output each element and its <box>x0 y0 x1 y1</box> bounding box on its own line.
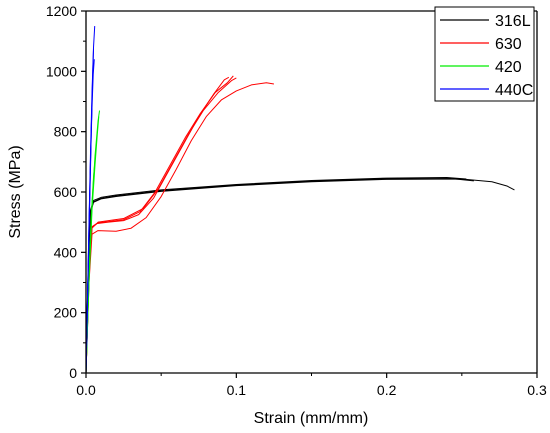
series-line-630-5 <box>85 82 274 374</box>
series-line-420-9 <box>85 160 96 374</box>
series-line-316l-0 <box>85 177 467 374</box>
x-axis-label: Strain (mm/mm) <box>254 410 369 427</box>
series-line-630-6 <box>85 75 234 374</box>
x-tick-label: 0.1 <box>227 382 247 398</box>
legend: 316L 630 420 440C <box>434 6 535 102</box>
x-tick-label: 0.0 <box>76 382 96 398</box>
series-line-316l-2 <box>85 178 515 374</box>
legend-label-440c: 440C <box>495 82 533 99</box>
series-line-420-8 <box>85 116 100 374</box>
tick-layer: 0.0 0.1 0.2 0.3 0 200 400 600 800 1000 1200 <box>46 3 547 398</box>
legend-box <box>434 6 535 102</box>
series-line-420-7 <box>85 110 101 374</box>
y-axis-label: Stress (MPa) <box>7 145 24 238</box>
legend-label-420: 420 <box>495 59 522 76</box>
series-line-630-4 <box>85 77 237 374</box>
y-tick-label: 800 <box>54 124 78 140</box>
legend-label-316l: 316L <box>495 13 531 30</box>
x-tick-label: 0.2 <box>377 382 397 398</box>
y-tick-label: 400 <box>54 244 78 260</box>
series-line-440c-13 <box>85 101 93 374</box>
series-line-630-3 <box>85 76 230 374</box>
y-tick-label: 0 <box>69 365 77 381</box>
legend-label-630: 630 <box>495 36 522 53</box>
y-tick-label: 600 <box>54 184 78 200</box>
series-layer <box>85 26 515 374</box>
y-tick-label: 1000 <box>46 63 77 79</box>
y-tick-label: 200 <box>54 305 78 321</box>
x-tick-label: 0.3 <box>527 382 547 398</box>
y-tick-label: 1200 <box>46 3 77 19</box>
